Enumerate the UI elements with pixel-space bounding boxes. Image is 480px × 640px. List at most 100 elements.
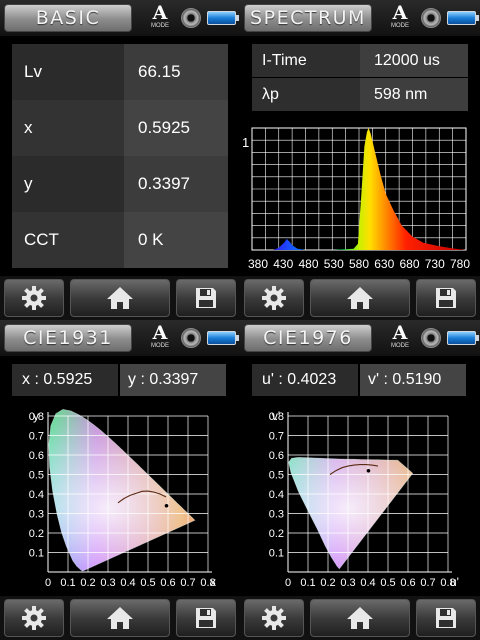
row-label-peak-wavelength: λp [252, 78, 360, 111]
table-row: y 0.3397 [12, 156, 228, 212]
row-label-y: y [12, 156, 124, 212]
home-button[interactable] [310, 599, 410, 637]
x-tick-label: 0.1 [300, 577, 315, 589]
planckian-locus [117, 490, 167, 504]
y-tick-label: 0.4 [29, 489, 44, 501]
home-button[interactable] [70, 279, 170, 317]
row-label-cct: CCT [12, 212, 124, 268]
mode-icon[interactable]: A MODE [386, 3, 414, 33]
x-tick-label: 0.8 [200, 577, 215, 589]
panel-title-tab[interactable]: CIE1976 [244, 324, 372, 352]
mode-letter: A [152, 322, 168, 344]
y-tick-label: 0.2 [29, 528, 44, 540]
shutter-icon[interactable] [181, 328, 201, 348]
x-tick-label: 580 [349, 257, 369, 271]
mode-icon[interactable]: A MODE [146, 3, 174, 33]
mode-icon[interactable]: A MODE [386, 323, 414, 353]
shutter-icon[interactable] [181, 8, 201, 28]
spectral-locus [48, 408, 196, 572]
settings-button[interactable] [244, 599, 304, 637]
save-button[interactable] [416, 279, 476, 317]
panel-title-tab[interactable]: CIE1931 [4, 324, 132, 352]
battery-icon [447, 331, 479, 345]
settings-button[interactable] [244, 279, 304, 317]
save-button[interactable] [416, 599, 476, 637]
basic-measurement-table: Lv 66.15 x 0.5925 y 0.3397 CCT 0 K [12, 44, 228, 268]
shutter-icon[interactable] [421, 8, 441, 28]
x-tick-label: 0.4 [120, 577, 135, 589]
y-tick-label: 0.1 [269, 548, 284, 560]
x-tick-label: 0.3 [340, 577, 355, 589]
shutter-icon[interactable] [421, 328, 441, 348]
gear-icon [262, 606, 286, 630]
save-button[interactable] [176, 279, 236, 317]
y-tick-label: 0.6 [269, 450, 284, 462]
titlebar: CIE1931 A MODE [0, 320, 240, 356]
coord-x-box: x : 0.5925 [12, 364, 118, 396]
cie1931-panel: CIE1931 A MODE x : 0.5925 y : 0.3397 0 0.… [0, 320, 240, 640]
row-label-lv: Lv [12, 44, 124, 100]
y-tick-label: 0.5 [269, 470, 284, 482]
home-icon [107, 287, 133, 309]
x-tick-label: 0.7 [180, 577, 195, 589]
x-tick-label: 0.4 [360, 577, 375, 589]
chart-grid [251, 127, 467, 251]
y-tick-label: 0.3 [269, 509, 284, 521]
row-value-itime: 12000 us [360, 44, 468, 77]
y-tick-label: 0.2 [269, 528, 284, 540]
mode-letter: A [152, 2, 168, 24]
save-button[interactable] [176, 599, 236, 637]
panel-title-tab[interactable]: BASIC [4, 4, 132, 32]
table-row: x 0.5925 [12, 100, 228, 156]
footer-toolbar [0, 276, 240, 320]
x-tick-label: 380 [248, 257, 268, 271]
spectrum-chart[interactable]: 380 430 480 530 580 630 680 730 780 1 [240, 120, 480, 276]
gear-icon [22, 286, 46, 310]
row-label-x: x [12, 100, 124, 156]
coord-u-box: u' : 0.4023 [252, 364, 358, 396]
mode-letter: A [392, 322, 408, 344]
basic-panel: BASIC A MODE Lv 66.15 x 0.5925 y 0.3397 … [0, 0, 240, 320]
x-tick-labels: 380 430 480 530 580 630 680 730 780 [248, 257, 470, 271]
settings-button[interactable] [4, 279, 64, 317]
table-row: λp 598 nm [252, 78, 468, 111]
x-tick-label: 430 [273, 257, 293, 271]
home-icon [347, 607, 373, 629]
home-icon [107, 607, 133, 629]
cie1976-diagram[interactable]: 0 0.1 0.2 0.3 0.4 0.5 0.6 0.7 0.8 0.1 0.2 0.3 0.4 0.5… [240, 406, 480, 592]
x-tick-label: 0 [45, 577, 51, 589]
save-icon [436, 288, 456, 308]
cie1931-diagram[interactable]: 0 0.1 0.2 0.3 0.4 0.5 0.6 0.7 0.8 0.1 0.2 0.3 0.4 0.5… [0, 406, 240, 592]
x-tick-label: 0.3 [100, 577, 115, 589]
y-axis-label: v' [272, 409, 280, 423]
x-tick-label: 0.1 [60, 577, 75, 589]
spectral-locus [288, 456, 414, 570]
x-axis-label: u' [450, 575, 459, 589]
mode-icon[interactable]: A MODE [146, 323, 174, 353]
y-tick-label: 0.5 [29, 470, 44, 482]
x-tick-label: 0 [285, 577, 291, 589]
mode-label: MODE [151, 343, 169, 349]
titlebar: SPECTRUM A MODE [240, 0, 480, 36]
settings-button[interactable] [4, 599, 64, 637]
x-tick-label: 0.2 [80, 577, 95, 589]
home-button[interactable] [310, 279, 410, 317]
footer-toolbar [240, 276, 480, 320]
x-tick-label: 0.6 [400, 577, 415, 589]
panel-title-tab[interactable]: SPECTRUM [244, 4, 372, 32]
y-tick-label: 0.8 [269, 411, 284, 423]
mode-letter: A [392, 2, 408, 24]
row-value-y: 0.3397 [124, 156, 228, 212]
coord-v-box: v' : 0.5190 [360, 364, 466, 396]
home-button[interactable] [70, 599, 170, 637]
y-tick-label: 0.7 [29, 431, 44, 443]
x-tick-label: 780 [450, 257, 470, 271]
x-tick-label: 0.5 [140, 577, 155, 589]
battery-icon [207, 331, 239, 345]
cie1976-panel: CIE1976 A MODE u' : 0.4023 v' : 0.5190 0… [240, 320, 480, 640]
x-tick-label: 530 [324, 257, 344, 271]
x-tick-label: 0.5 [380, 577, 395, 589]
x-tick-label: 0.8 [440, 577, 455, 589]
row-value-lv: 66.15 [124, 44, 228, 100]
x-tick-label: 0.6 [160, 577, 175, 589]
